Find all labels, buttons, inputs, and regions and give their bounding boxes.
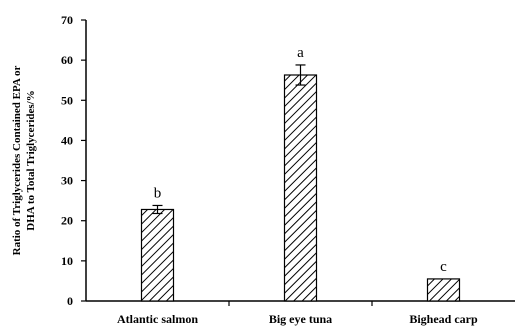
y-tick-label: 60 — [61, 53, 73, 67]
labels: b Atlantic salmon a Big eye tuna c Bighead ca… — [117, 45, 478, 326]
y-tick-label: 70 — [61, 13, 73, 27]
y-axis-label-line-1: Ratio of Triglycerides Contained EPA or — [11, 66, 23, 256]
bar — [283, 74, 318, 302]
y-tick-label: 40 — [61, 133, 73, 147]
y-axis-label: Ratio of Triglycerides Contained EPA or … — [11, 66, 37, 256]
y-tick-label: 50 — [61, 93, 73, 107]
significance-label: b — [154, 185, 162, 201]
significance-label: a — [297, 45, 304, 61]
significance-label: c — [440, 259, 447, 275]
bar — [426, 278, 461, 302]
y-axis-label-line-2: DHA to Total Triglycerides/% — [25, 90, 37, 230]
y-tick-label: 30 — [61, 174, 73, 188]
y-tick-label: 20 — [61, 214, 73, 228]
bars — [140, 64, 461, 302]
y-tick-label: 10 — [61, 254, 73, 268]
bar — [140, 208, 175, 302]
x-category-label: Big eye tuna — [269, 312, 332, 326]
y-tick-label: 0 — [67, 294, 73, 308]
x-category-label: Atlantic salmon — [117, 312, 198, 326]
x-category-label: Bighead carp — [409, 312, 478, 326]
